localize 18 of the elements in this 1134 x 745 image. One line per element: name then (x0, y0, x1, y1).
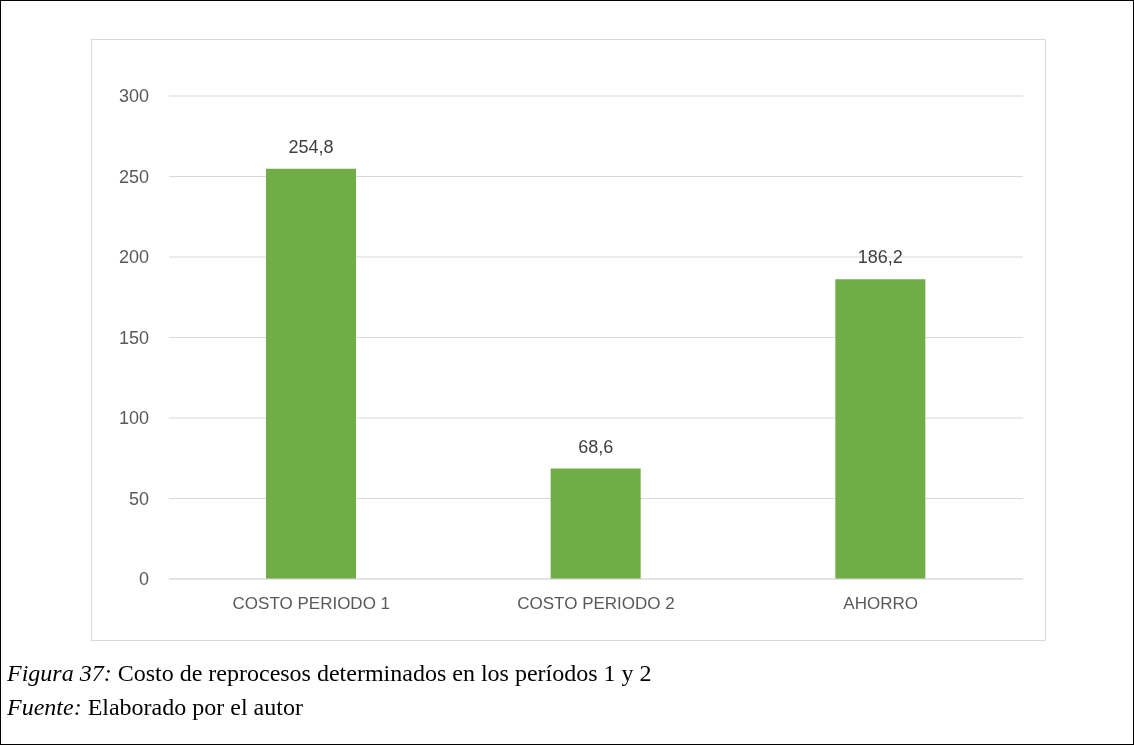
text: Figura 37: Costo de reprocesos determinados en los períodos 1 y 2 (7, 659, 652, 688)
y-tick-label: 50 (128, 488, 149, 509)
x-tick-label: AHORRO (843, 594, 918, 614)
bar (550, 468, 641, 579)
bar (835, 279, 926, 579)
data-label: 68,6 (578, 436, 614, 457)
y-tick-label: 300 (118, 86, 149, 107)
y-tick-label: 100 (118, 408, 149, 429)
y-tick-label: 200 (118, 247, 149, 268)
data-label: 186,2 (857, 247, 903, 268)
source-note: Fuente: Elaborado por el autor (7, 693, 304, 722)
y-tick-label: 250 (118, 166, 149, 187)
x-tick-label: COSTO PERIODO 2 (517, 594, 675, 614)
bar (266, 168, 356, 579)
y-tick-label: 150 (118, 327, 149, 348)
data-label: 254,8 (288, 136, 334, 157)
y-tick-label: 0 (138, 569, 149, 590)
x-tick-label: COSTO PERIODO 1 (232, 594, 391, 614)
